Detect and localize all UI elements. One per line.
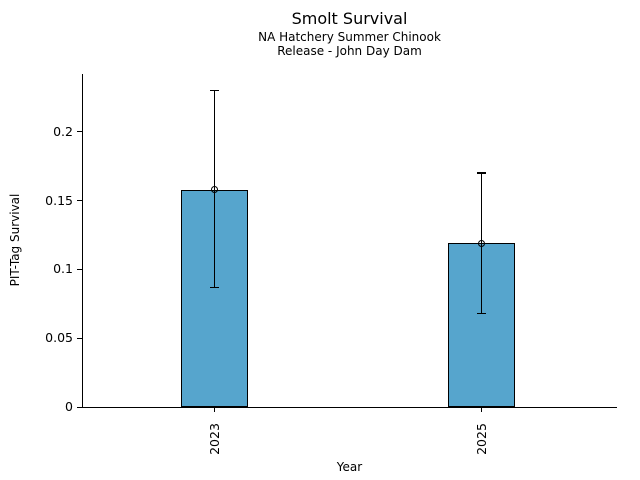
y-tick-label: 0.05 — [45, 330, 73, 346]
mean-marker — [211, 186, 218, 194]
x-tick-label: 2025 — [473, 423, 489, 455]
y-tick-mark — [77, 268, 82, 270]
x-tick-mark — [481, 407, 482, 412]
error-bar-cap-bottom — [210, 286, 219, 289]
chart-subtitle-line2: Release - John Day Dam — [277, 44, 422, 58]
x-tick-label: 2023 — [206, 423, 222, 455]
y-tick-mark — [77, 406, 82, 408]
y-tick-label: 0.2 — [53, 123, 73, 139]
error-bar-cap-bottom — [477, 312, 486, 315]
error-bar-cap-top — [477, 172, 486, 174]
chart-subtitle-line1: NA Hatchery Summer Chinook — [258, 30, 441, 44]
y-tick-label: 0.1 — [53, 261, 73, 277]
mean-marker — [478, 239, 485, 247]
error-bar-cap-top — [210, 89, 219, 92]
x-tick-mark — [214, 407, 215, 412]
chart-title: Smolt Survival — [291, 9, 408, 28]
y-tick-label: 0 — [65, 399, 73, 414]
y-tick-mark — [77, 337, 82, 339]
x-axis-label: Year — [336, 460, 363, 474]
y-axis-spine — [82, 74, 83, 408]
y-tick-mark — [77, 131, 82, 133]
y-tick-mark — [77, 200, 82, 202]
x-axis-spine — [82, 407, 617, 408]
y-tick-label: 0.15 — [45, 192, 73, 208]
